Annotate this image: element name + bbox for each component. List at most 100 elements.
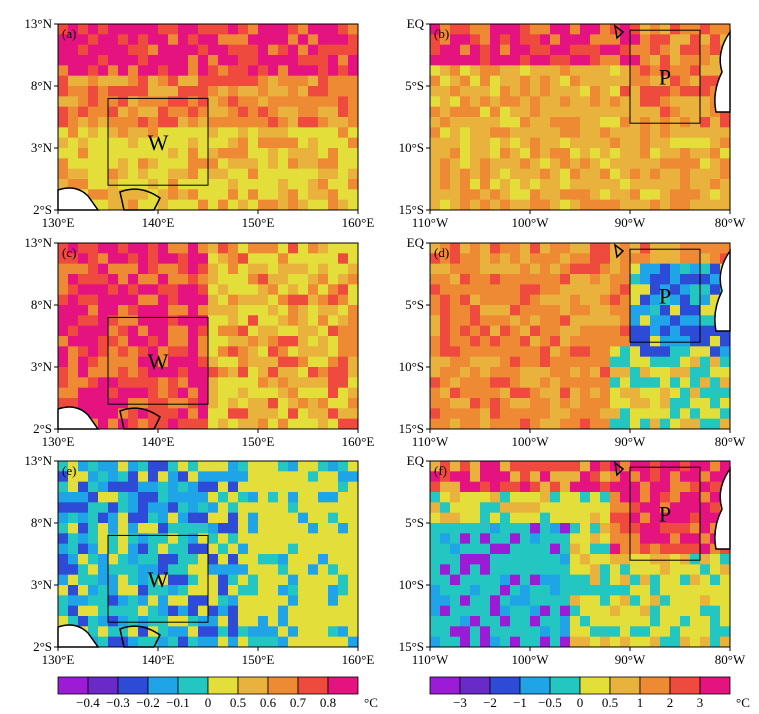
heatmap-cell [298,263,309,275]
heatmap-cell [520,189,531,201]
x-tick-label: 100°W [512,215,550,230]
heatmap-cell [188,574,199,586]
heatmap-cell [520,75,531,87]
heatmap-cell [590,461,601,472]
heatmap-cell [720,179,731,190]
heatmap-cell [550,263,561,275]
heatmap-cell [258,461,269,472]
heatmap-cell [138,461,149,472]
colorbar-label: 0.5 [602,695,618,710]
heatmap-cell [680,367,691,378]
heatmap-cell [490,284,501,296]
heatmap-cell [248,263,259,275]
heatmap-cell [530,179,541,190]
heatmap-cell [278,367,289,378]
heatmap-cell [88,315,99,327]
heatmap-cell [620,461,631,472]
heatmap-cell [710,274,721,285]
heatmap-cell [68,253,79,265]
heatmap-cell [248,168,259,180]
heatmap-cell [208,127,219,139]
heatmap-cell [700,554,711,565]
heatmap-cell [298,356,309,368]
heatmap-cell [118,367,129,378]
heatmap-cell [318,377,329,389]
heatmap-cell [318,605,329,617]
heatmap-cell [450,65,461,77]
x-tick-label: 150°E [242,215,275,230]
heatmap-cell [580,418,591,430]
colorbar-swatch [147,676,179,695]
panel-a: W(a)130°E 140°E 150°E 160°E13°N8°N3°N2°S [24,16,374,230]
heatmap-cell [58,346,69,358]
heatmap-cell [128,274,139,285]
heatmap-cell [670,418,681,430]
heatmap-cell [460,523,471,534]
heatmap-cell [480,585,491,596]
heatmap-cell [338,189,349,201]
heatmap-cell [430,305,441,316]
heatmap-cell [148,315,159,327]
heatmap-cell [268,636,279,648]
heatmap-cell [440,367,451,378]
heatmap-cell [450,315,461,327]
heatmap-cell [248,189,259,201]
heatmap-cell [440,148,451,159]
heatmap-cell [690,492,701,503]
heatmap-cell [450,387,461,399]
heatmap-cell [148,564,159,576]
heatmap-cell [670,356,681,368]
heatmap-cell [268,34,279,46]
heatmap-cell [600,554,611,565]
heatmap-cell [248,543,259,555]
heatmap-cell [128,554,139,565]
heatmap-cell [720,367,731,378]
heatmap-cell [238,418,249,430]
y-tick-label: 13°N [24,235,52,250]
heatmap-cell [600,377,611,389]
heatmap-cell [88,554,99,565]
heatmap-cell [680,554,691,565]
heatmap-cell [78,356,89,368]
heatmap-cell [178,585,189,596]
heatmap-cell [660,263,671,275]
heatmap-cell [248,595,259,607]
heatmap-cell [440,636,451,648]
heatmap-cell [248,86,259,97]
heatmap-cell [158,346,169,358]
heatmap-cell [470,636,481,648]
heatmap-cell [158,284,169,296]
heatmap-cell [490,574,501,586]
heatmap-cell [118,554,129,565]
heatmap-cell [460,564,471,576]
heatmap-cell [98,274,109,285]
heatmap-cell [440,127,451,139]
heatmap-cell [710,387,721,399]
heatmap-cell [570,168,581,180]
heatmap-cell [178,616,189,627]
heatmap-cell [278,168,289,180]
heatmap-cell [248,471,259,483]
heatmap-cell [690,199,701,211]
heatmap-cell [128,346,139,358]
heatmap-cell [650,554,661,565]
heatmap-cell [168,34,179,46]
heatmap-cell [158,481,169,493]
heatmap-cell [88,626,99,638]
heatmap-cell [480,418,491,430]
heatmap-cell [138,148,149,159]
heatmap-cell [540,148,551,159]
heatmap-cell [550,533,561,545]
heatmap-cell [470,564,481,576]
heatmap-cell [570,616,581,627]
heatmap-cell [288,263,299,275]
heatmap-cell [148,65,159,77]
heatmap-cell [710,106,721,118]
heatmap-cell [690,65,701,77]
heatmap-cell [620,605,631,617]
heatmap-cell [460,502,471,514]
heatmap-cell [198,336,209,347]
heatmap-cell [580,512,591,524]
heatmap-cell [68,305,79,316]
heatmap-cell [348,626,359,638]
